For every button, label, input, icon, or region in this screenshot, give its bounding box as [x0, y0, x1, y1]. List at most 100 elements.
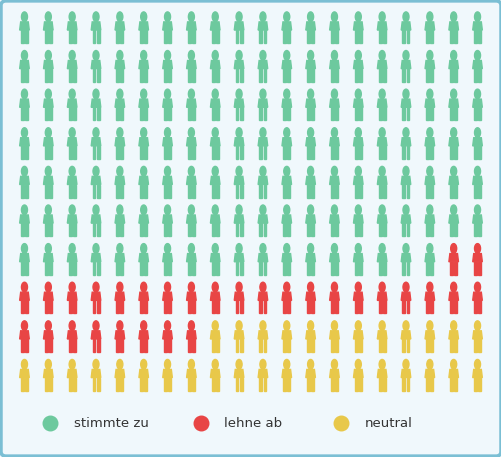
- Polygon shape: [211, 185, 214, 197]
- Polygon shape: [215, 146, 218, 159]
- Polygon shape: [96, 69, 99, 82]
- Circle shape: [93, 321, 99, 330]
- Polygon shape: [91, 60, 101, 69]
- Circle shape: [69, 321, 75, 330]
- Text: neutral: neutral: [364, 417, 412, 430]
- Circle shape: [473, 166, 479, 176]
- Polygon shape: [453, 377, 456, 391]
- Circle shape: [212, 12, 218, 21]
- Polygon shape: [377, 254, 386, 262]
- Polygon shape: [116, 300, 119, 314]
- Polygon shape: [477, 30, 480, 43]
- Polygon shape: [311, 146, 314, 159]
- Polygon shape: [162, 215, 172, 223]
- Polygon shape: [449, 223, 452, 236]
- Polygon shape: [168, 377, 171, 391]
- Polygon shape: [73, 107, 76, 120]
- Polygon shape: [45, 69, 48, 82]
- Polygon shape: [73, 339, 76, 352]
- Polygon shape: [191, 185, 194, 197]
- Polygon shape: [92, 339, 95, 352]
- Polygon shape: [168, 107, 171, 120]
- Polygon shape: [305, 176, 315, 185]
- Polygon shape: [378, 30, 381, 43]
- Circle shape: [235, 89, 241, 99]
- Polygon shape: [44, 176, 53, 185]
- Circle shape: [426, 244, 432, 253]
- Polygon shape: [283, 300, 286, 314]
- Polygon shape: [191, 30, 194, 43]
- Circle shape: [235, 321, 241, 330]
- Circle shape: [45, 12, 51, 21]
- Polygon shape: [92, 107, 95, 120]
- Polygon shape: [234, 176, 243, 185]
- Circle shape: [331, 51, 337, 60]
- Circle shape: [473, 321, 479, 330]
- Polygon shape: [92, 185, 95, 197]
- Polygon shape: [235, 185, 238, 197]
- Polygon shape: [305, 138, 315, 146]
- Polygon shape: [187, 223, 190, 236]
- Polygon shape: [210, 99, 219, 107]
- Polygon shape: [191, 300, 194, 314]
- Polygon shape: [210, 60, 219, 69]
- Polygon shape: [473, 30, 476, 43]
- Polygon shape: [92, 69, 95, 82]
- Circle shape: [473, 360, 479, 369]
- Polygon shape: [307, 339, 310, 352]
- Polygon shape: [211, 146, 214, 159]
- Polygon shape: [116, 377, 119, 391]
- Circle shape: [69, 205, 75, 215]
- Circle shape: [355, 205, 361, 215]
- Circle shape: [260, 89, 266, 99]
- Polygon shape: [187, 146, 190, 159]
- Polygon shape: [258, 215, 267, 223]
- Polygon shape: [235, 69, 238, 82]
- Circle shape: [473, 128, 479, 138]
- Polygon shape: [210, 292, 219, 300]
- Polygon shape: [144, 185, 147, 197]
- Polygon shape: [473, 339, 476, 352]
- Polygon shape: [25, 339, 28, 352]
- Polygon shape: [329, 215, 339, 223]
- Circle shape: [164, 282, 170, 292]
- Polygon shape: [91, 99, 101, 107]
- Polygon shape: [263, 223, 266, 236]
- Polygon shape: [448, 254, 457, 262]
- Circle shape: [117, 51, 123, 60]
- Polygon shape: [287, 30, 290, 43]
- Polygon shape: [378, 107, 381, 120]
- Polygon shape: [449, 185, 452, 197]
- Circle shape: [93, 128, 99, 138]
- Polygon shape: [329, 292, 339, 300]
- Circle shape: [69, 89, 75, 99]
- Polygon shape: [211, 339, 214, 352]
- Polygon shape: [144, 262, 147, 275]
- Polygon shape: [406, 377, 409, 391]
- Polygon shape: [210, 176, 219, 185]
- Polygon shape: [69, 146, 72, 159]
- Polygon shape: [187, 69, 190, 82]
- Polygon shape: [215, 262, 218, 275]
- Polygon shape: [400, 254, 410, 262]
- Polygon shape: [234, 369, 243, 377]
- Polygon shape: [44, 292, 53, 300]
- Polygon shape: [45, 262, 48, 275]
- Polygon shape: [116, 30, 119, 43]
- Polygon shape: [215, 377, 218, 391]
- Polygon shape: [164, 146, 167, 159]
- Circle shape: [140, 205, 146, 215]
- Circle shape: [331, 244, 337, 253]
- Polygon shape: [92, 300, 95, 314]
- Polygon shape: [402, 339, 405, 352]
- Circle shape: [260, 360, 266, 369]
- Polygon shape: [472, 176, 481, 185]
- Circle shape: [117, 360, 123, 369]
- Polygon shape: [215, 30, 218, 43]
- Polygon shape: [429, 339, 432, 352]
- Circle shape: [164, 89, 170, 99]
- Circle shape: [212, 321, 218, 330]
- Circle shape: [212, 244, 218, 253]
- Circle shape: [307, 321, 313, 330]
- Polygon shape: [283, 107, 286, 120]
